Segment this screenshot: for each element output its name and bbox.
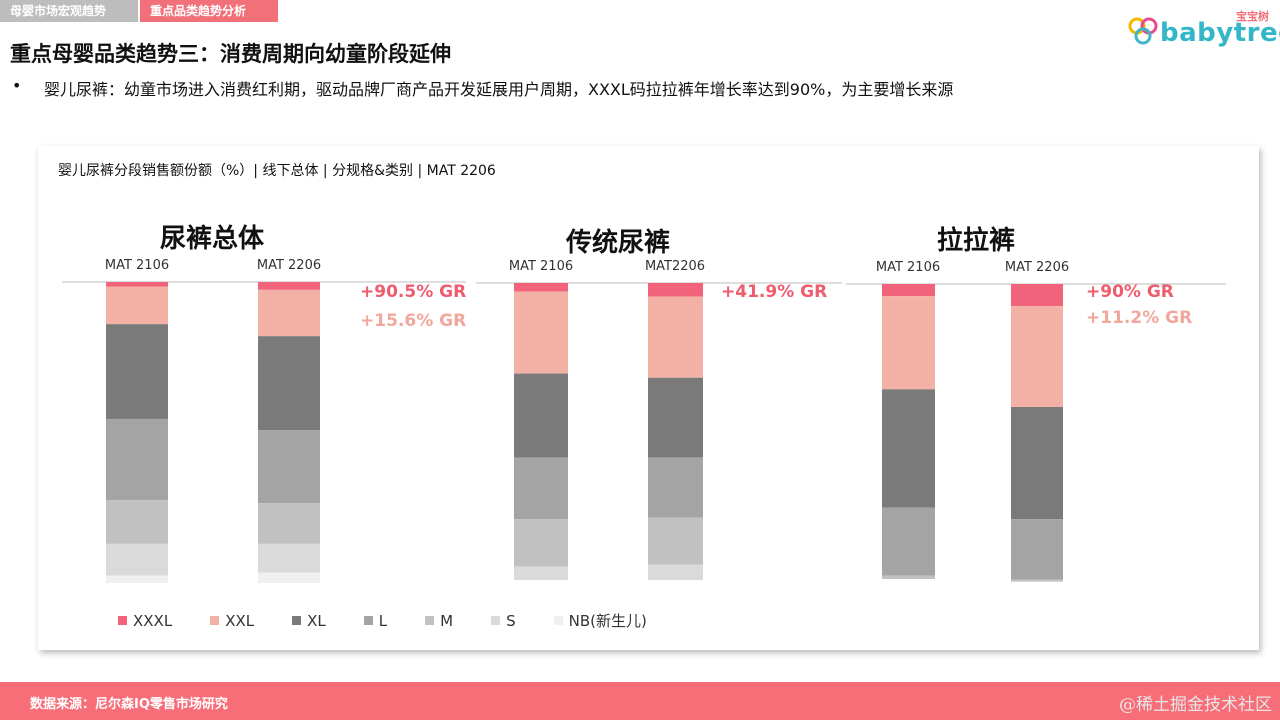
bar-segment-s	[258, 543, 320, 573]
legend-item: M	[425, 610, 453, 631]
panel-title-traditional: 传统尿裤	[565, 228, 670, 258]
bar-segment-l	[514, 457, 568, 520]
col-label: MAT 2106	[104, 258, 170, 273]
bar-segment-nb	[258, 572, 320, 584]
legend-label: L	[378, 611, 388, 630]
bullet-text: 婴儿尿裤：幼童市场进入消费红利期，驱动品牌厂商产品开发延展用户周期，XXXL码拉…	[44, 80, 954, 99]
bar-segment-l	[258, 430, 320, 504]
legend-label: M	[440, 611, 454, 630]
legend-item: XXXL	[118, 610, 172, 631]
legend-swatch	[363, 616, 373, 625]
tab-macro-trends[interactable]: 母婴市场宏观趋势	[0, 0, 138, 22]
bar-segment-m	[648, 517, 703, 565]
bar-segment-xxl	[882, 296, 935, 390]
legend-label: NB(新生儿)	[568, 612, 647, 630]
bar-segment-xxxl	[1011, 284, 1063, 307]
bar-segment-m	[106, 500, 168, 544]
legend-label: XXL	[225, 611, 255, 630]
legend-swatch	[491, 616, 501, 625]
legend-label: S	[506, 611, 516, 630]
legend-item: S	[491, 610, 516, 631]
bar-segment-l	[882, 507, 935, 576]
col-label: MAT2206	[644, 259, 706, 274]
bar-segment-m	[258, 503, 320, 544]
chart-legend: XXXL XXL XL L M S NB(新生儿)	[118, 610, 685, 631]
growth-rate-label: +90.5% GR	[360, 282, 467, 302]
bar-segment-s	[106, 543, 168, 576]
bar-segment-xxl	[648, 296, 703, 378]
section-tabs: 母婴市场宏观趋势 重点品类趋势分析	[0, 0, 280, 24]
legend-swatch	[553, 616, 563, 625]
bar-segment-xxl	[1011, 306, 1063, 408]
legend-item: XXL	[210, 610, 254, 631]
bar-segment-xxl	[514, 291, 568, 374]
panel-title-total: 尿裤总体	[159, 224, 264, 254]
bar-segment-xl	[258, 336, 320, 431]
legend-item: NB(新生儿)	[553, 610, 647, 631]
bar-segment-nb	[106, 575, 168, 584]
legend-label: XXXL	[133, 611, 173, 630]
data-source: 数据来源：尼尔森IQ零售市场研究	[30, 697, 228, 712]
legend-label: XL	[307, 611, 326, 630]
bar-segment-l	[648, 457, 703, 518]
growth-rate-label: +15.6% GR	[360, 311, 467, 331]
bar-segment-xl	[882, 389, 935, 508]
babytree-logo: 宝宝树 babytree	[1128, 8, 1280, 48]
legend-swatch	[292, 616, 302, 625]
bar-segment-xl	[106, 324, 168, 419]
bar-segment-xxl	[258, 289, 320, 337]
legend-item: L	[363, 610, 388, 631]
bar-segment-m	[1011, 579, 1063, 582]
bar-segment-xl	[514, 373, 568, 458]
chart-subtitle: 婴儿尿裤分段销售额份额（%）| 线下总体 | 分规格&类别 | MAT 2206	[58, 163, 496, 179]
bar-segment-xxxl	[258, 282, 320, 290]
legend-item: XL	[292, 610, 326, 631]
bar-segment-xxxl	[882, 284, 935, 297]
col-label: MAT 2206	[256, 258, 322, 273]
bar-segment-l	[1011, 519, 1063, 580]
bar-segment-xxl	[106, 286, 168, 325]
bar-segment-xxxl	[648, 283, 703, 297]
logo-wordmark: babytree	[1160, 18, 1280, 48]
bullet-point: • 婴儿尿裤：幼童市场进入消费红利期，驱动品牌厂商产品开发延展用户周期，XXXL…	[12, 76, 953, 100]
page-title: 重点母婴品类趋势三：消费周期向幼童阶段延伸	[10, 42, 451, 66]
bar-segment-l	[106, 418, 168, 501]
bar-segment-xl	[1011, 407, 1063, 520]
panel-title-pullups: 拉拉裤	[936, 226, 1015, 256]
legend-swatch	[118, 616, 127, 625]
tab-category-analysis[interactable]: 重点品类趋势分析	[140, 0, 278, 22]
bar-segment-s	[648, 564, 703, 580]
logo-sub-text: 宝宝树	[1236, 10, 1269, 23]
legend-swatch	[210, 616, 220, 625]
logo-mark-icon	[1128, 17, 1158, 45]
growth-rate-label: +41.9% GR	[721, 282, 828, 302]
bar-segment-xl	[648, 377, 703, 458]
bar-segment-xxxl	[106, 282, 168, 287]
growth-rate-label: +90% GR	[1086, 282, 1174, 302]
watermark: @稀土掘金技术社区	[1119, 695, 1272, 715]
col-label: MAT 2106	[875, 260, 941, 275]
legend-swatch	[425, 616, 435, 625]
col-label: MAT 2106	[508, 259, 574, 274]
bullet-dot-icon: •	[12, 76, 22, 95]
growth-rate-label: +11.2% GR	[1086, 308, 1193, 328]
bar-segment-xxxl	[514, 283, 568, 292]
col-label: MAT 2206	[1004, 260, 1070, 275]
bar-segment-m	[882, 575, 935, 580]
bar-segment-m	[514, 519, 568, 567]
footer-bar: 数据来源：尼尔森IQ零售市场研究	[0, 682, 1280, 720]
bar-segment-s	[514, 566, 568, 580]
